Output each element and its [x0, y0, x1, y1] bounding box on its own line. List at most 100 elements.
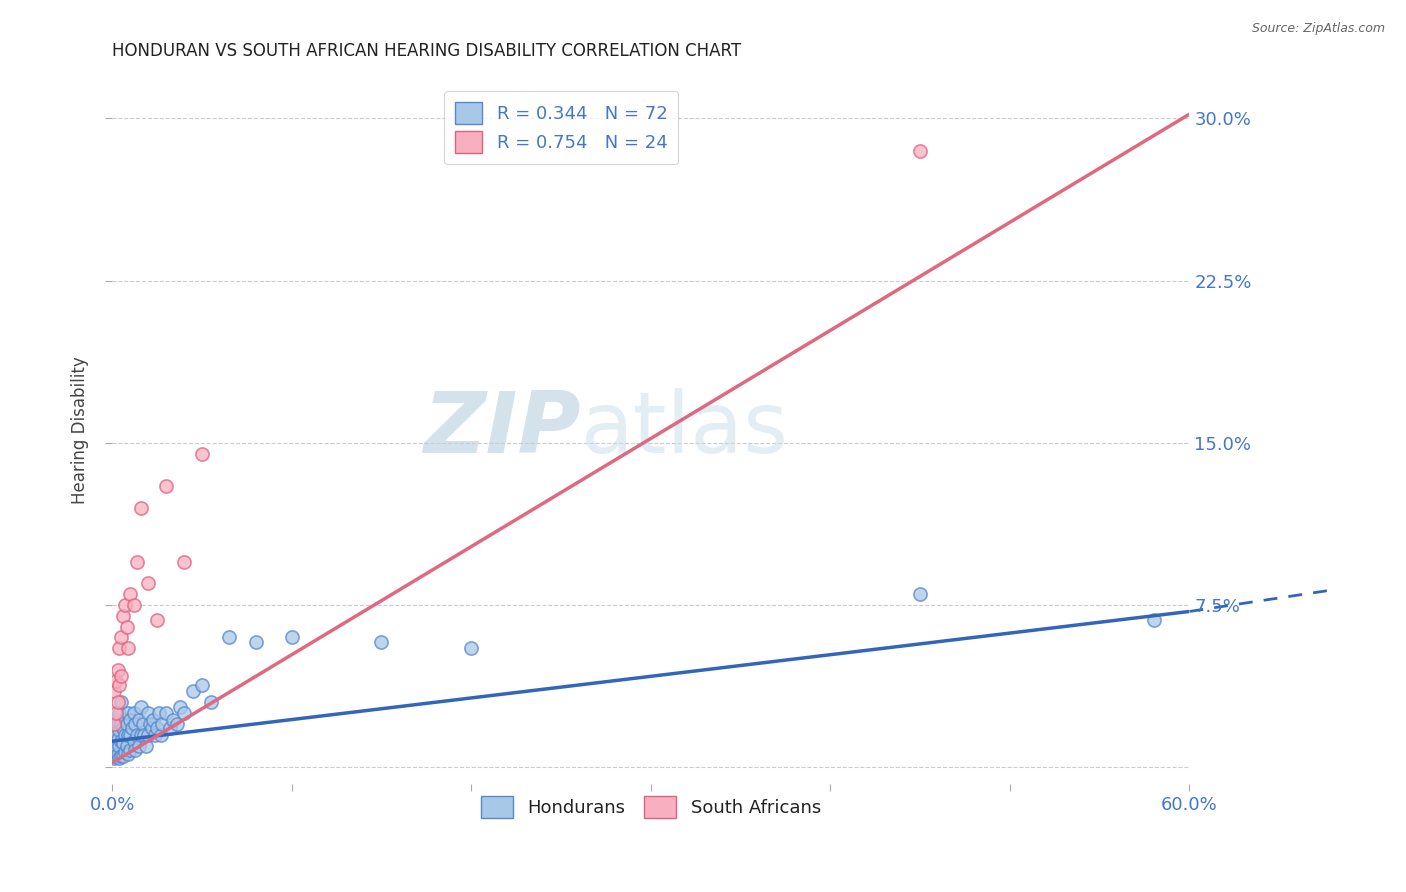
Point	[370, 634, 392, 648]
Point	[146, 613, 169, 627]
Point	[117, 728, 139, 742]
Point	[115, 739, 138, 753]
Point	[129, 500, 152, 515]
Point	[191, 678, 214, 692]
Point	[103, 721, 125, 735]
Point	[191, 447, 214, 461]
Point	[120, 587, 142, 601]
Point	[142, 713, 165, 727]
Point	[114, 598, 136, 612]
Point	[108, 641, 131, 656]
Text: atlas: atlas	[581, 388, 789, 471]
Point	[117, 641, 139, 656]
Point	[108, 751, 131, 765]
Point	[135, 739, 157, 753]
Point	[181, 684, 204, 698]
Point	[108, 723, 131, 738]
Point	[245, 634, 267, 648]
Point	[129, 728, 152, 742]
Point	[128, 713, 150, 727]
Point	[104, 749, 127, 764]
Point	[162, 713, 184, 727]
Point	[121, 721, 143, 735]
Point	[136, 728, 159, 742]
Point	[127, 728, 149, 742]
Point	[280, 631, 302, 645]
Point	[111, 736, 134, 750]
Text: ZIP: ZIP	[423, 388, 581, 471]
Point	[122, 706, 145, 720]
Point	[218, 631, 240, 645]
Point	[114, 745, 136, 759]
Point	[108, 706, 131, 720]
Point	[143, 728, 166, 742]
Point	[107, 717, 129, 731]
Point	[122, 598, 145, 612]
Point	[114, 713, 136, 727]
Point	[139, 717, 162, 731]
Point	[166, 717, 188, 731]
Point	[169, 699, 191, 714]
Point	[103, 734, 125, 748]
Point	[104, 673, 127, 688]
Point	[103, 717, 125, 731]
Point	[200, 695, 222, 709]
Point	[107, 731, 129, 746]
Point	[136, 576, 159, 591]
Point	[1142, 613, 1164, 627]
Point	[111, 749, 134, 764]
Point	[108, 678, 131, 692]
Point	[108, 739, 131, 753]
Point	[146, 721, 169, 735]
Point	[104, 706, 127, 720]
Point	[134, 728, 156, 742]
Point	[124, 717, 146, 731]
Point	[110, 749, 132, 764]
Point	[110, 669, 132, 683]
Point	[103, 684, 125, 698]
Point	[127, 555, 149, 569]
Point	[115, 619, 138, 633]
Point	[155, 706, 177, 720]
Legend: Hondurans, South Africans: Hondurans, South Africans	[474, 789, 828, 825]
Point	[104, 739, 127, 753]
Point	[149, 728, 172, 742]
Point	[104, 713, 127, 727]
Point	[152, 717, 174, 731]
Y-axis label: Hearing Disability: Hearing Disability	[72, 356, 89, 504]
Point	[136, 706, 159, 720]
Point	[129, 699, 152, 714]
Point	[115, 717, 138, 731]
Point	[103, 743, 125, 757]
Point	[908, 144, 931, 158]
Point	[110, 695, 132, 709]
Point	[173, 706, 195, 720]
Point	[104, 728, 127, 742]
Point	[460, 641, 482, 656]
Point	[120, 743, 142, 757]
Point	[148, 706, 170, 720]
Point	[114, 728, 136, 742]
Point	[131, 717, 153, 731]
Point	[110, 734, 132, 748]
Point	[141, 721, 163, 735]
Point	[124, 743, 146, 757]
Point	[117, 706, 139, 720]
Point	[120, 713, 142, 727]
Point	[122, 734, 145, 748]
Point	[173, 555, 195, 569]
Point	[111, 608, 134, 623]
Point	[110, 631, 132, 645]
Point	[120, 728, 142, 742]
Point	[103, 751, 125, 765]
Point	[159, 721, 181, 735]
Point	[908, 587, 931, 601]
Text: HONDURAN VS SOUTH AFRICAN HEARING DISABILITY CORRELATION CHART: HONDURAN VS SOUTH AFRICAN HEARING DISABI…	[112, 42, 741, 60]
Text: Source: ZipAtlas.com: Source: ZipAtlas.com	[1251, 22, 1385, 36]
Point	[107, 695, 129, 709]
Point	[117, 747, 139, 761]
Point	[107, 663, 129, 677]
Point	[111, 721, 134, 735]
Point	[107, 747, 129, 761]
Point	[155, 479, 177, 493]
